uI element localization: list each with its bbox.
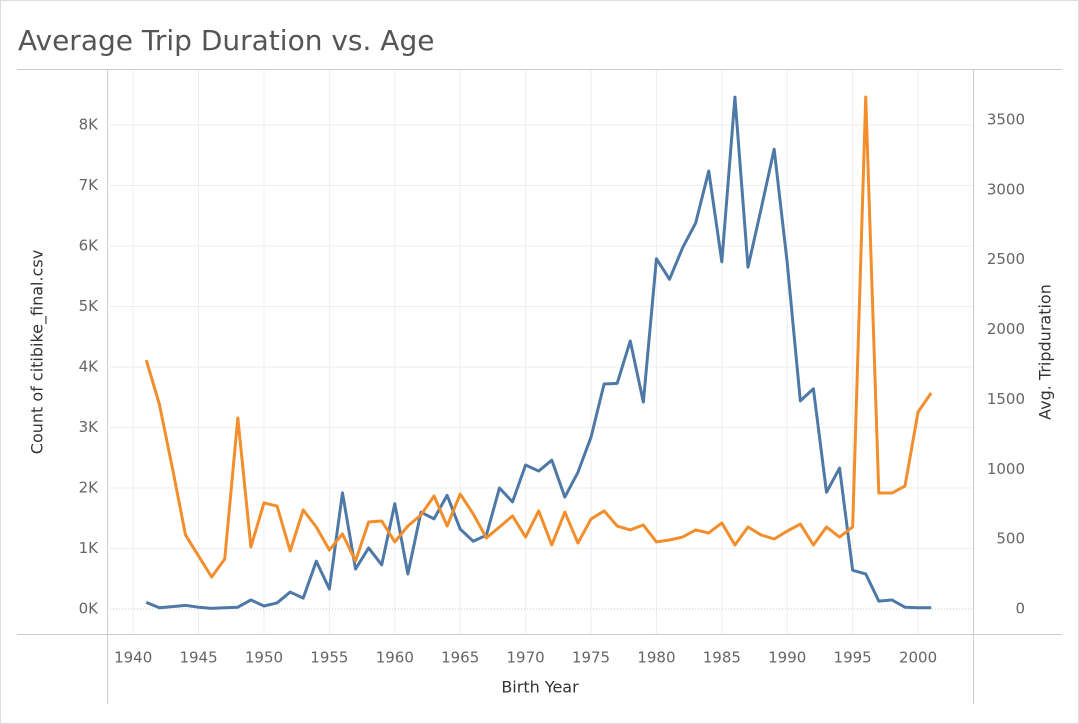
y-tick-label: 6K bbox=[79, 237, 100, 255]
x-tick-label: 1955 bbox=[310, 649, 348, 667]
y2-tick-label: 1000 bbox=[987, 460, 1025, 478]
y-tick-label: 8K bbox=[79, 115, 100, 133]
x-tick-label: 1975 bbox=[572, 649, 610, 667]
y-axis-title: Count of citibike_final.csv bbox=[28, 250, 48, 454]
x-tick-label: 1940 bbox=[114, 649, 152, 667]
y2-tick-label: 1500 bbox=[987, 390, 1025, 408]
x-tick-label: 1945 bbox=[179, 649, 217, 667]
y2-tick-label: 500 bbox=[996, 530, 1025, 548]
x-tick-label: 1990 bbox=[768, 649, 806, 667]
x-tick-label: 2000 bbox=[899, 649, 937, 667]
series-line bbox=[144, 95, 933, 579]
x-tick-label: 1985 bbox=[703, 649, 741, 667]
y-tick-label: 7K bbox=[79, 176, 100, 194]
y2-tick-label: 2500 bbox=[987, 250, 1025, 268]
x-tick-label: 1995 bbox=[834, 649, 872, 667]
y-tick-label: 2K bbox=[79, 479, 100, 497]
series-line bbox=[145, 95, 932, 610]
y-tick-label: 0K bbox=[79, 600, 100, 618]
y-tick-label: 3K bbox=[79, 418, 100, 436]
x-tick-label: 1980 bbox=[637, 649, 675, 667]
x-tick-label: 1965 bbox=[441, 649, 479, 667]
y2-axis-title: Avg. Tripduration bbox=[1036, 284, 1055, 420]
x-tick-label: 1960 bbox=[376, 649, 414, 667]
x-tick-label: 1950 bbox=[245, 649, 283, 667]
y2-tick-label: 2000 bbox=[987, 320, 1025, 338]
y2-tick-label: 3000 bbox=[987, 180, 1025, 198]
x-tick-label: 1970 bbox=[507, 649, 545, 667]
y-tick-label: 5K bbox=[79, 297, 100, 315]
y-tick-label: 4K bbox=[79, 358, 100, 376]
x-axis-title: Birth Year bbox=[501, 678, 579, 697]
y-tick-label: 1K bbox=[79, 539, 100, 557]
y2-tick-label: 0 bbox=[1015, 599, 1025, 617]
chart-title: Average Trip Duration vs. Age bbox=[18, 24, 434, 57]
y2-tick-label: 3500 bbox=[987, 111, 1025, 129]
